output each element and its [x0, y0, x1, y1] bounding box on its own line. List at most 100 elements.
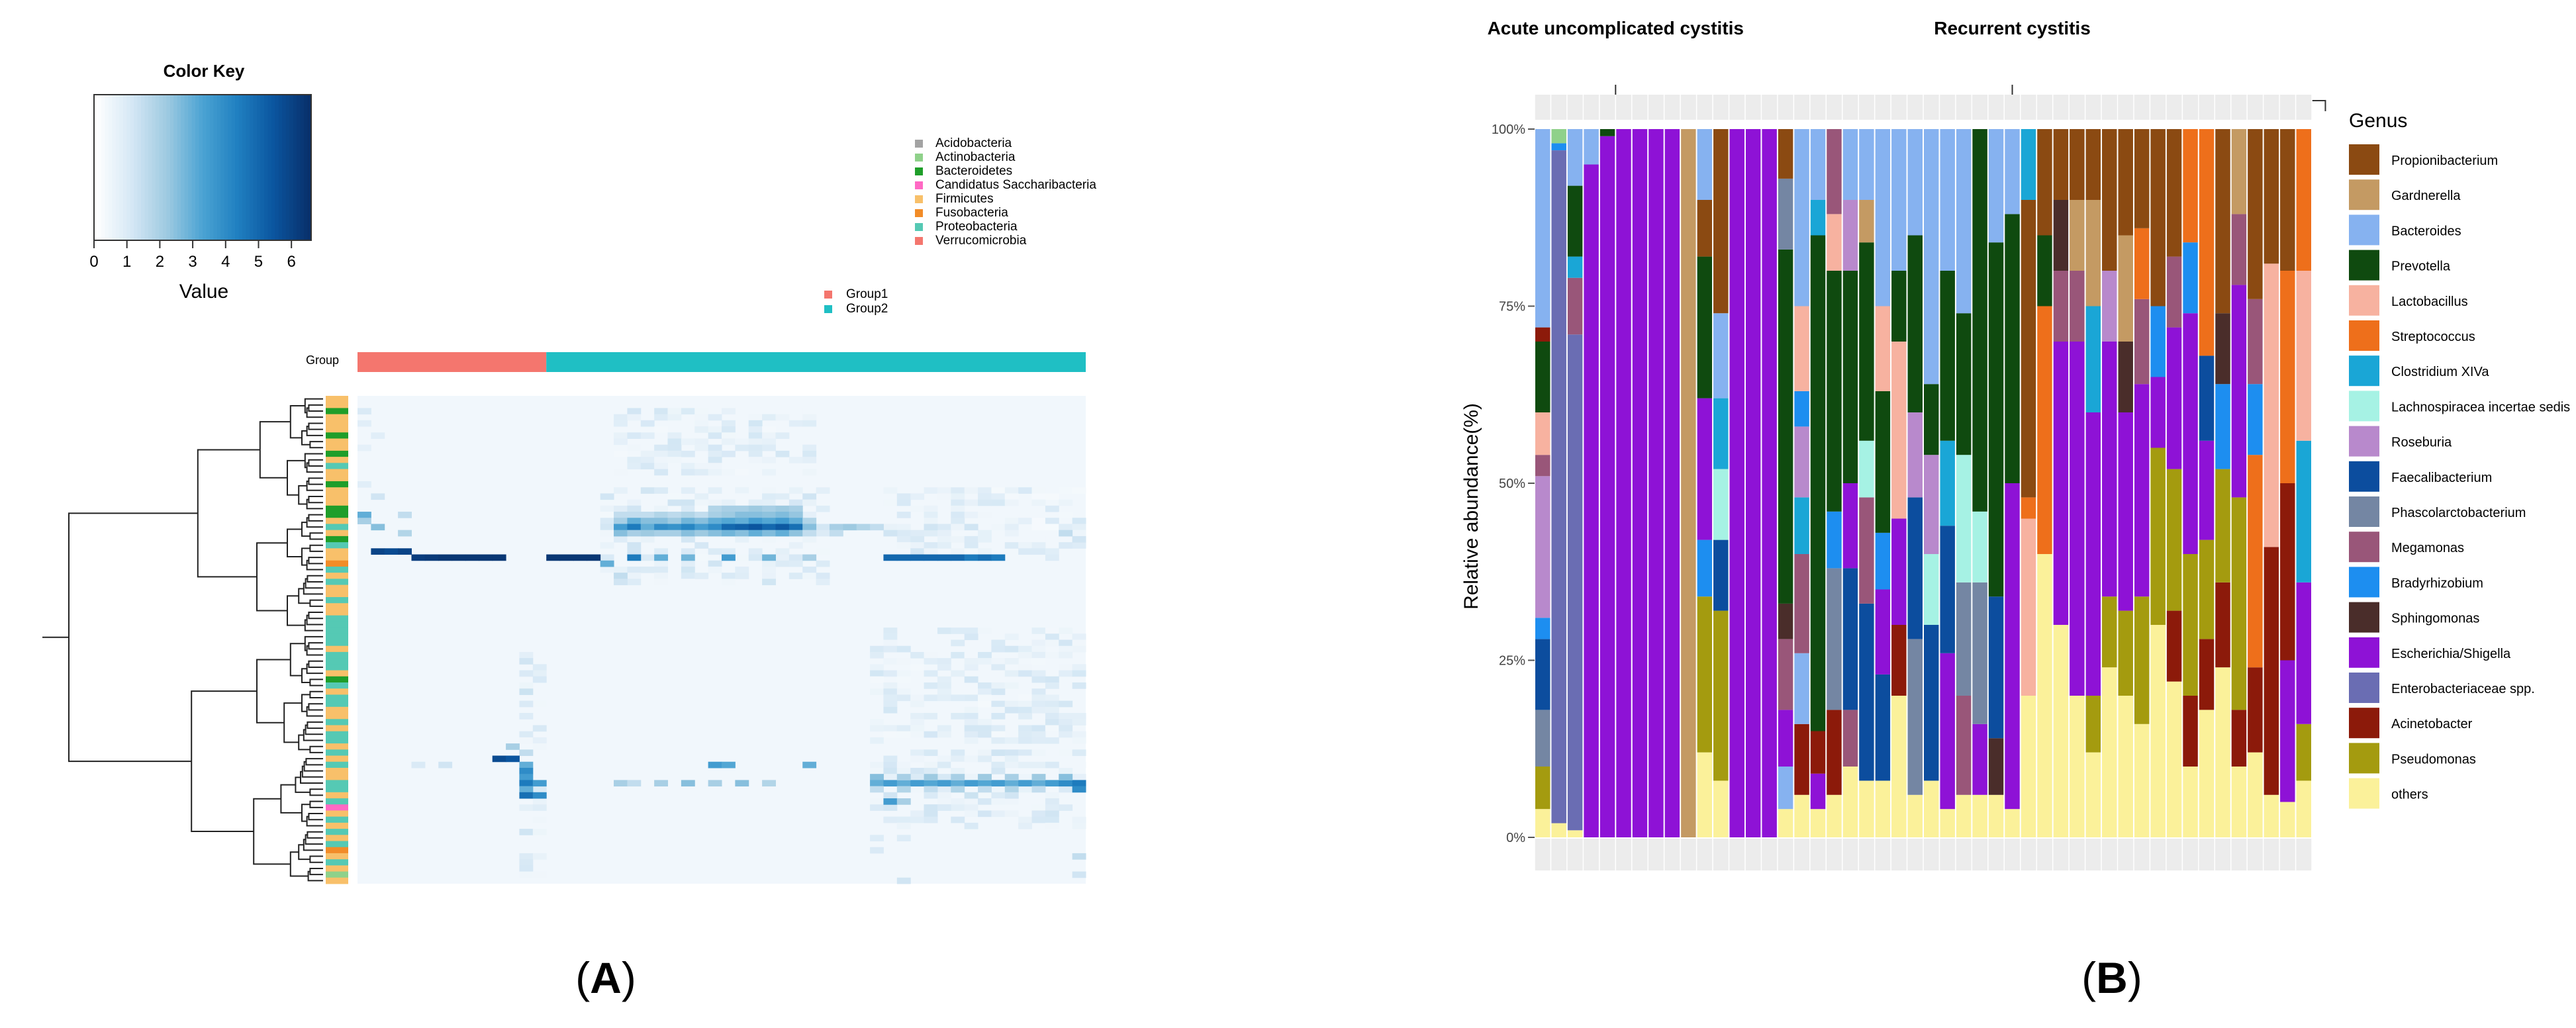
heatmap-cell [924, 731, 938, 738]
genus-label: Megamonas [2391, 541, 2464, 555]
phylum-bar-cell [326, 719, 348, 725]
bar-segment [2248, 384, 2263, 455]
heatmap-cell [802, 414, 817, 421]
heatmap-cell [762, 573, 776, 579]
genus-label: Phascolarctobacterium [2391, 506, 2526, 520]
heatmap-cell [870, 670, 884, 677]
heatmap-cell [708, 414, 722, 421]
color-key-step [263, 95, 268, 240]
heatmap-cell [1059, 530, 1073, 537]
heatmap-cell [532, 871, 547, 878]
heatmap-cell [1031, 651, 1046, 659]
heatmap-cell [532, 798, 547, 805]
heatmap-cell [978, 658, 992, 665]
bar-segment [1842, 271, 1858, 483]
dendrogram-branch [309, 867, 323, 876]
phylum-bar-cell [326, 798, 348, 805]
panel-b-stacked-bar: Acute uncomplicated cystitis Recurrent cy… [1460, 18, 2570, 1002]
heatmap-cell [924, 670, 938, 677]
heatmap-cell [735, 493, 749, 500]
bar-segment [1778, 710, 1793, 767]
heatmap-cell [896, 676, 911, 683]
genus-swatch [2349, 144, 2379, 175]
color-key-step [250, 95, 254, 240]
heatmap-cell [667, 524, 682, 531]
bar-segment [1875, 306, 1891, 391]
heatmap-cell [1031, 706, 1046, 714]
bar-segment [2005, 809, 2020, 837]
bar-segment [1794, 554, 1809, 653]
color-key-step [293, 95, 297, 240]
heatmap-cell [991, 554, 1006, 561]
genus-label: Bacteroides [2391, 224, 2461, 238]
heatmap-cell [883, 761, 898, 769]
color-key-step [199, 95, 203, 240]
heatmap-cell [1072, 633, 1086, 640]
heatmap-cell [532, 725, 547, 732]
heatmap-cell [600, 512, 614, 518]
heatmap-cell [924, 780, 938, 787]
heatmap-cell [991, 524, 1006, 531]
color-key-frame [93, 94, 312, 241]
heatmap-cell [991, 670, 1006, 677]
genus-swatch [2349, 532, 2379, 563]
heatmap-cell [1018, 487, 1033, 494]
heatmap-cell [532, 792, 547, 799]
bar-segment [1891, 271, 1907, 342]
genus-swatch [2349, 391, 2379, 422]
bar-segment [2183, 767, 2198, 837]
heatmap-cell [762, 493, 776, 500]
heatmap-cell [883, 798, 898, 805]
heatmap-cell [1031, 548, 1046, 555]
bar-segment [2248, 667, 2263, 753]
phylum-bar-cell [326, 651, 348, 659]
heatmap-cell [398, 530, 412, 537]
heatmap-cell [722, 579, 736, 586]
heatmap-cell [614, 469, 628, 476]
bar-segment [2296, 129, 2311, 271]
heatmap-cell [788, 487, 803, 494]
heatmap-cell [1004, 761, 1019, 769]
color-key-step [224, 95, 228, 240]
heatmap-cell [681, 512, 695, 518]
heatmap-cell [1045, 792, 1059, 799]
bar-segment [2150, 377, 2166, 448]
heatmap-cell [870, 804, 884, 811]
heatmap-cell [937, 542, 951, 549]
bar-segment [2248, 129, 2263, 299]
color-key-step [275, 95, 279, 240]
heatmap-cell [735, 505, 749, 512]
heatmap-cell [883, 524, 898, 531]
dendrogram-branch [308, 612, 323, 620]
color-key-gradient [93, 94, 312, 241]
heatmap-cell [937, 676, 951, 683]
bar-segment [2183, 313, 2198, 554]
heatmap-cell [1004, 786, 1019, 793]
color-key-step [278, 95, 283, 240]
heatmap-cell [775, 530, 790, 537]
color-key-step [289, 95, 294, 240]
heatmap-cell [627, 536, 642, 543]
heatmap-cell [883, 639, 898, 647]
heatmap-cell [1059, 487, 1073, 494]
color-key-tick-label: 0 [89, 253, 98, 271]
heatmap-cell [775, 512, 790, 518]
heatmap-cell [870, 798, 884, 805]
heatmap-cell [910, 786, 925, 793]
group-swatch [824, 305, 832, 313]
heatmap-cell [600, 566, 614, 573]
heatmap-cell [600, 518, 614, 524]
phylum-bar-cell [326, 713, 348, 720]
bar-segment [2248, 455, 2263, 668]
phylum-bar-cell [326, 871, 348, 878]
heatmap-cell [1072, 761, 1086, 769]
heatmap-cell [1045, 804, 1059, 811]
heatmap-cell [991, 706, 1006, 714]
heatmap-cell [735, 780, 749, 787]
heatmap-cell [1004, 700, 1019, 708]
heatmap-cell [358, 408, 371, 415]
heatmap-cell [951, 518, 965, 524]
bar-segment [2264, 547, 2279, 795]
heatmap-cell [667, 438, 682, 445]
bar-segment [2118, 412, 2133, 611]
